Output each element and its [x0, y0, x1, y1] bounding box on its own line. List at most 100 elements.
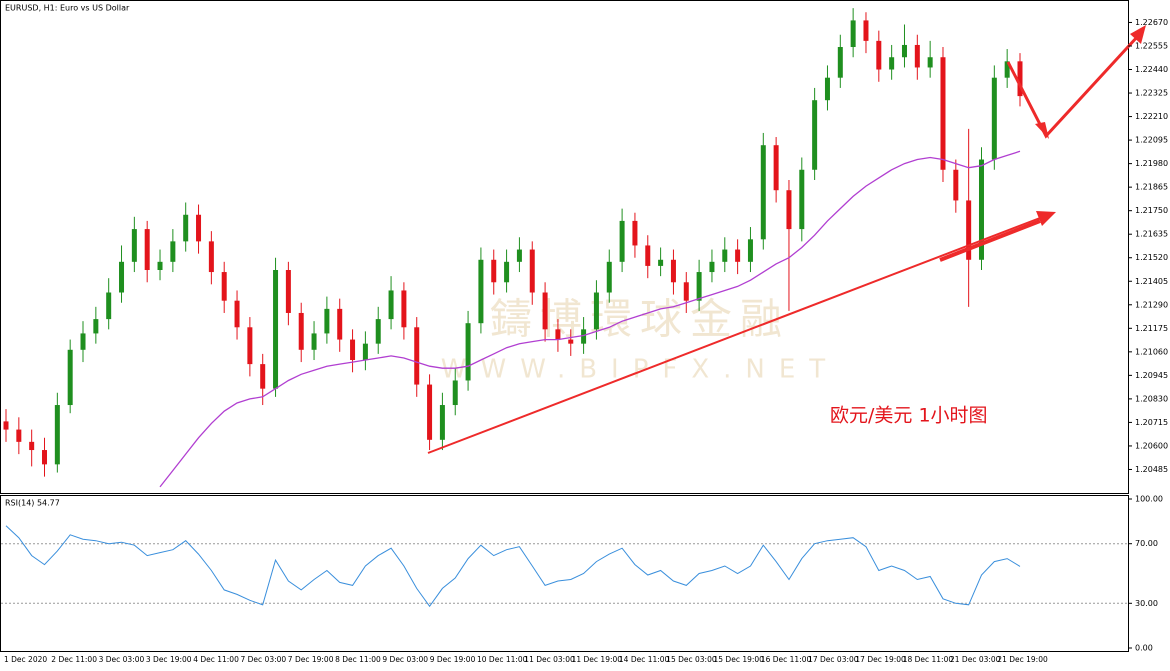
y-tick-label: 30.00: [1135, 599, 1158, 608]
candle-body: [42, 450, 48, 465]
rsi-line: [5, 525, 1021, 608]
arrow-head: [1036, 211, 1056, 226]
x-tick-label: 10 Dec 11:00: [477, 655, 528, 664]
candle-body: [170, 241, 176, 262]
x-tick-label: 16 Dec 11:00: [761, 655, 812, 664]
x-tick-label: 2 Dec 11:00: [51, 655, 97, 664]
candle-body: [658, 259, 664, 266]
annotation-arrows: [427, 25, 1146, 454]
x-tick-label: 14 Dec 11:00: [619, 655, 670, 664]
candle-body: [824, 77, 830, 101]
candle-body: [273, 270, 279, 389]
candle-body: [709, 261, 715, 273]
x-tick-label: 21 Dec 03:00: [950, 655, 1001, 664]
trend-line-thick: [939, 219, 1041, 262]
candle-body: [247, 327, 253, 365]
candle-body: [16, 429, 22, 442]
candle-body: [799, 169, 805, 230]
candle-body: [568, 339, 574, 344]
candle-body: [914, 44, 920, 68]
candle-body: [966, 200, 972, 260]
candle-body: [991, 77, 997, 160]
y-tick-label: 1.21865: [1135, 183, 1168, 192]
y-tick-label: 1.21980: [1135, 159, 1168, 168]
candle-body: [324, 308, 330, 334]
candle-body: [889, 57, 895, 70]
candle-body: [812, 100, 818, 170]
x-tick-label: 11 Dec 03:00: [524, 655, 575, 664]
trend-line: [427, 217, 1041, 454]
y-tick-label: 1.21635: [1135, 230, 1168, 239]
y-tick-label: 1.20715: [1135, 418, 1168, 427]
candle-body: [234, 300, 240, 328]
y-tick-label: 0.00: [1135, 644, 1153, 653]
candle-body: [632, 220, 638, 246]
x-tick-label: 3 Dec 03:00: [99, 655, 145, 664]
candle-body: [953, 169, 959, 201]
candle-body: [427, 384, 433, 440]
candle-body: [773, 145, 779, 191]
candle-body: [940, 57, 946, 170]
candle-body: [1004, 61, 1010, 78]
candle-body: [735, 249, 741, 262]
x-tick-label: 7 Dec 03:00: [241, 655, 287, 664]
candle-body: [298, 312, 304, 350]
candle-body: [504, 261, 510, 283]
candle-body: [208, 241, 214, 273]
candle-body: [183, 214, 189, 242]
candle-body: [696, 272, 702, 301]
candle-body: [606, 261, 612, 293]
candle-body: [29, 441, 35, 451]
candle-body: [722, 249, 728, 262]
plot: [3, 8, 1023, 488]
candle-body: [747, 239, 753, 262]
y-tick-label: 1.21520: [1135, 253, 1168, 262]
y-tick-label: 1.22670: [1135, 18, 1168, 27]
candle-body: [337, 308, 343, 340]
candle-body: [491, 259, 497, 283]
y-tick-label: 1.22440: [1135, 65, 1168, 74]
candle-body: [260, 364, 266, 389]
candle-body: [131, 229, 137, 262]
x-tick-label: 21 Dec 19:00: [997, 655, 1048, 664]
candle-body: [439, 405, 445, 440]
y-tick-label: 1.20945: [1135, 371, 1168, 380]
candle-body: [516, 249, 522, 262]
x-tick-label: 9 Dec 19:00: [430, 655, 476, 664]
y-tick-label: 1.21175: [1135, 324, 1168, 333]
y-tick-label: 1.20600: [1135, 441, 1168, 450]
candle-body: [1017, 61, 1023, 97]
forecast-arrow: [1006, 34, 1140, 139]
moving-average: [159, 150, 1021, 488]
x-tick-label: 9 Dec 03:00: [382, 655, 428, 664]
chart-title: EURUSD, H1: Euro vs US Dollar: [5, 4, 130, 13]
candle-body: [80, 333, 86, 350]
candle-body: [927, 57, 933, 68]
watermark: 鑄博環球金融 WWW.BIPFX.NET: [441, 295, 839, 385]
y-tick-label: 1.21750: [1135, 206, 1168, 215]
candle-body: [465, 323, 471, 381]
candle-body: [3, 421, 9, 430]
arrow-head: [1035, 122, 1049, 139]
x-tick-label: 8 Dec 11:00: [335, 655, 381, 664]
candle-body: [555, 329, 561, 340]
candle-body: [362, 343, 368, 361]
x-tick-label: 17 Dec 19:00: [855, 655, 906, 664]
y-tick-label: 1.20830: [1135, 394, 1168, 403]
watermark-url: WWW.BIPFX.NET: [441, 355, 839, 385]
candle-body: [350, 339, 356, 361]
arrow-head: [1130, 25, 1146, 44]
candle-body: [786, 190, 792, 230]
y-tick-label: 1.21405: [1135, 277, 1168, 286]
candle-body: [645, 245, 651, 266]
candle-body: [683, 282, 689, 301]
candle-body: [619, 220, 625, 262]
y-tick-label: 70.00: [1135, 539, 1158, 548]
x-tick-label: 3 Dec 19:00: [146, 655, 192, 664]
rsi-panel: [0, 495, 1129, 652]
candle-body: [760, 145, 766, 240]
annotation: 欧元/美元 1小时图: [830, 405, 988, 427]
x-tick-label: 4 Dec 11:00: [193, 655, 239, 664]
candle-body: [157, 261, 163, 271]
